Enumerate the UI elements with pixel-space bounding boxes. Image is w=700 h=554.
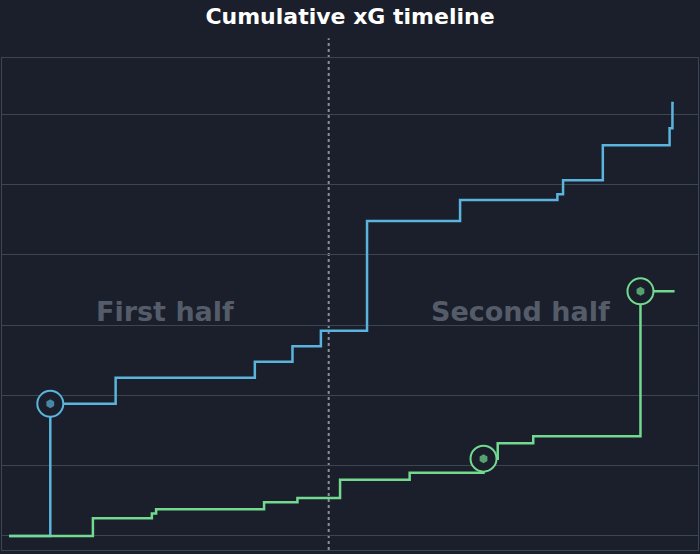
svg-text:First half: First half (96, 296, 234, 327)
svg-text:Cumulative xG timeline: Cumulative xG timeline (205, 4, 494, 29)
svg-text:Second half: Second half (431, 296, 610, 327)
